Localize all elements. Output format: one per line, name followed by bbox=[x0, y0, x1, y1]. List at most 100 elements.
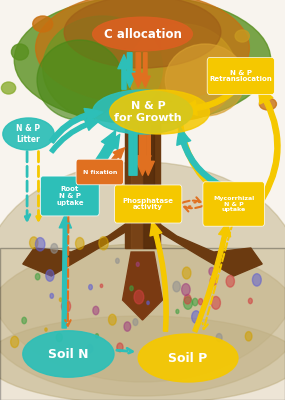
Circle shape bbox=[182, 284, 190, 296]
Circle shape bbox=[210, 276, 217, 286]
Circle shape bbox=[130, 286, 133, 291]
Circle shape bbox=[95, 334, 99, 338]
Circle shape bbox=[211, 296, 221, 309]
Text: N & P
for Growth: N & P for Growth bbox=[114, 101, 182, 123]
Text: N & P
Retranslocation: N & P Retranslocation bbox=[209, 70, 272, 82]
Ellipse shape bbox=[3, 118, 54, 150]
Polygon shape bbox=[23, 224, 125, 276]
FancyBboxPatch shape bbox=[40, 176, 99, 216]
Circle shape bbox=[89, 284, 92, 290]
Polygon shape bbox=[160, 224, 262, 276]
Ellipse shape bbox=[33, 16, 53, 32]
Ellipse shape bbox=[248, 60, 265, 76]
FancyArrowPatch shape bbox=[253, 86, 280, 211]
FancyArrowPatch shape bbox=[123, 53, 137, 87]
Ellipse shape bbox=[1, 82, 16, 94]
Circle shape bbox=[176, 309, 179, 314]
Circle shape bbox=[100, 284, 103, 288]
Ellipse shape bbox=[138, 334, 238, 382]
FancyArrowPatch shape bbox=[118, 55, 130, 89]
Circle shape bbox=[35, 238, 45, 251]
FancyArrowPatch shape bbox=[89, 134, 120, 183]
Circle shape bbox=[51, 244, 58, 253]
FancyBboxPatch shape bbox=[115, 185, 182, 223]
Circle shape bbox=[245, 332, 252, 341]
Circle shape bbox=[46, 270, 54, 281]
Circle shape bbox=[59, 298, 62, 302]
Circle shape bbox=[124, 322, 131, 331]
Text: Root
N & P
uptake: Root N & P uptake bbox=[56, 186, 84, 206]
Ellipse shape bbox=[36, 0, 249, 104]
Text: Phosphatase
activity: Phosphatase activity bbox=[123, 198, 174, 210]
Ellipse shape bbox=[37, 40, 123, 120]
FancyArrowPatch shape bbox=[125, 115, 137, 175]
Ellipse shape bbox=[165, 44, 245, 116]
Ellipse shape bbox=[259, 98, 276, 110]
Ellipse shape bbox=[23, 331, 114, 377]
Ellipse shape bbox=[110, 90, 209, 134]
Text: Soil P: Soil P bbox=[168, 352, 208, 364]
FancyArrowPatch shape bbox=[105, 148, 125, 170]
FancyArrowPatch shape bbox=[132, 53, 144, 87]
Circle shape bbox=[136, 262, 139, 266]
FancyArrowPatch shape bbox=[141, 53, 150, 87]
Ellipse shape bbox=[0, 244, 285, 396]
Circle shape bbox=[134, 290, 144, 304]
Ellipse shape bbox=[128, 24, 237, 120]
Circle shape bbox=[87, 344, 93, 352]
FancyArrowPatch shape bbox=[177, 127, 229, 191]
FancyArrowPatch shape bbox=[84, 130, 116, 180]
FancyArrowPatch shape bbox=[142, 107, 154, 175]
Text: Mycorrhizal
N & P
uptake: Mycorrhizal N & P uptake bbox=[213, 196, 254, 212]
Circle shape bbox=[30, 237, 38, 248]
Circle shape bbox=[76, 238, 84, 250]
FancyBboxPatch shape bbox=[76, 159, 123, 185]
Circle shape bbox=[109, 314, 116, 325]
Circle shape bbox=[116, 258, 119, 263]
FancyArrowPatch shape bbox=[59, 214, 72, 328]
Ellipse shape bbox=[235, 30, 249, 42]
Text: Soil N: Soil N bbox=[48, 348, 89, 360]
Text: N & P
Litter: N & P Litter bbox=[17, 124, 40, 144]
Circle shape bbox=[209, 268, 215, 276]
Circle shape bbox=[198, 298, 203, 305]
Ellipse shape bbox=[93, 90, 192, 134]
Ellipse shape bbox=[93, 17, 192, 51]
FancyArrowPatch shape bbox=[49, 108, 103, 143]
FancyArrowPatch shape bbox=[131, 115, 140, 175]
FancyArrowPatch shape bbox=[178, 122, 245, 207]
Ellipse shape bbox=[14, 0, 271, 124]
Polygon shape bbox=[125, 32, 160, 248]
Circle shape bbox=[93, 306, 99, 315]
Circle shape bbox=[56, 333, 62, 342]
FancyArrowPatch shape bbox=[193, 222, 231, 332]
Ellipse shape bbox=[64, 0, 221, 68]
Circle shape bbox=[253, 274, 261, 286]
Circle shape bbox=[45, 328, 47, 331]
Circle shape bbox=[35, 274, 40, 280]
Text: C allocation: C allocation bbox=[103, 28, 182, 40]
Ellipse shape bbox=[0, 316, 285, 400]
Circle shape bbox=[184, 297, 192, 309]
Circle shape bbox=[62, 300, 71, 313]
FancyArrowPatch shape bbox=[150, 221, 168, 331]
Polygon shape bbox=[123, 252, 162, 320]
Circle shape bbox=[147, 301, 149, 304]
FancyBboxPatch shape bbox=[0, 248, 285, 400]
Circle shape bbox=[133, 319, 138, 326]
Circle shape bbox=[117, 343, 123, 352]
FancyArrowPatch shape bbox=[134, 107, 151, 175]
Circle shape bbox=[99, 237, 108, 250]
Circle shape bbox=[182, 267, 191, 279]
FancyBboxPatch shape bbox=[207, 58, 274, 94]
Circle shape bbox=[249, 298, 252, 304]
Circle shape bbox=[11, 336, 19, 348]
FancyArrowPatch shape bbox=[180, 84, 241, 115]
Circle shape bbox=[50, 294, 54, 298]
Ellipse shape bbox=[11, 44, 28, 60]
Circle shape bbox=[216, 334, 222, 342]
Circle shape bbox=[226, 276, 235, 287]
Text: N fixation: N fixation bbox=[83, 170, 117, 174]
Ellipse shape bbox=[43, 16, 162, 120]
FancyBboxPatch shape bbox=[203, 182, 264, 226]
